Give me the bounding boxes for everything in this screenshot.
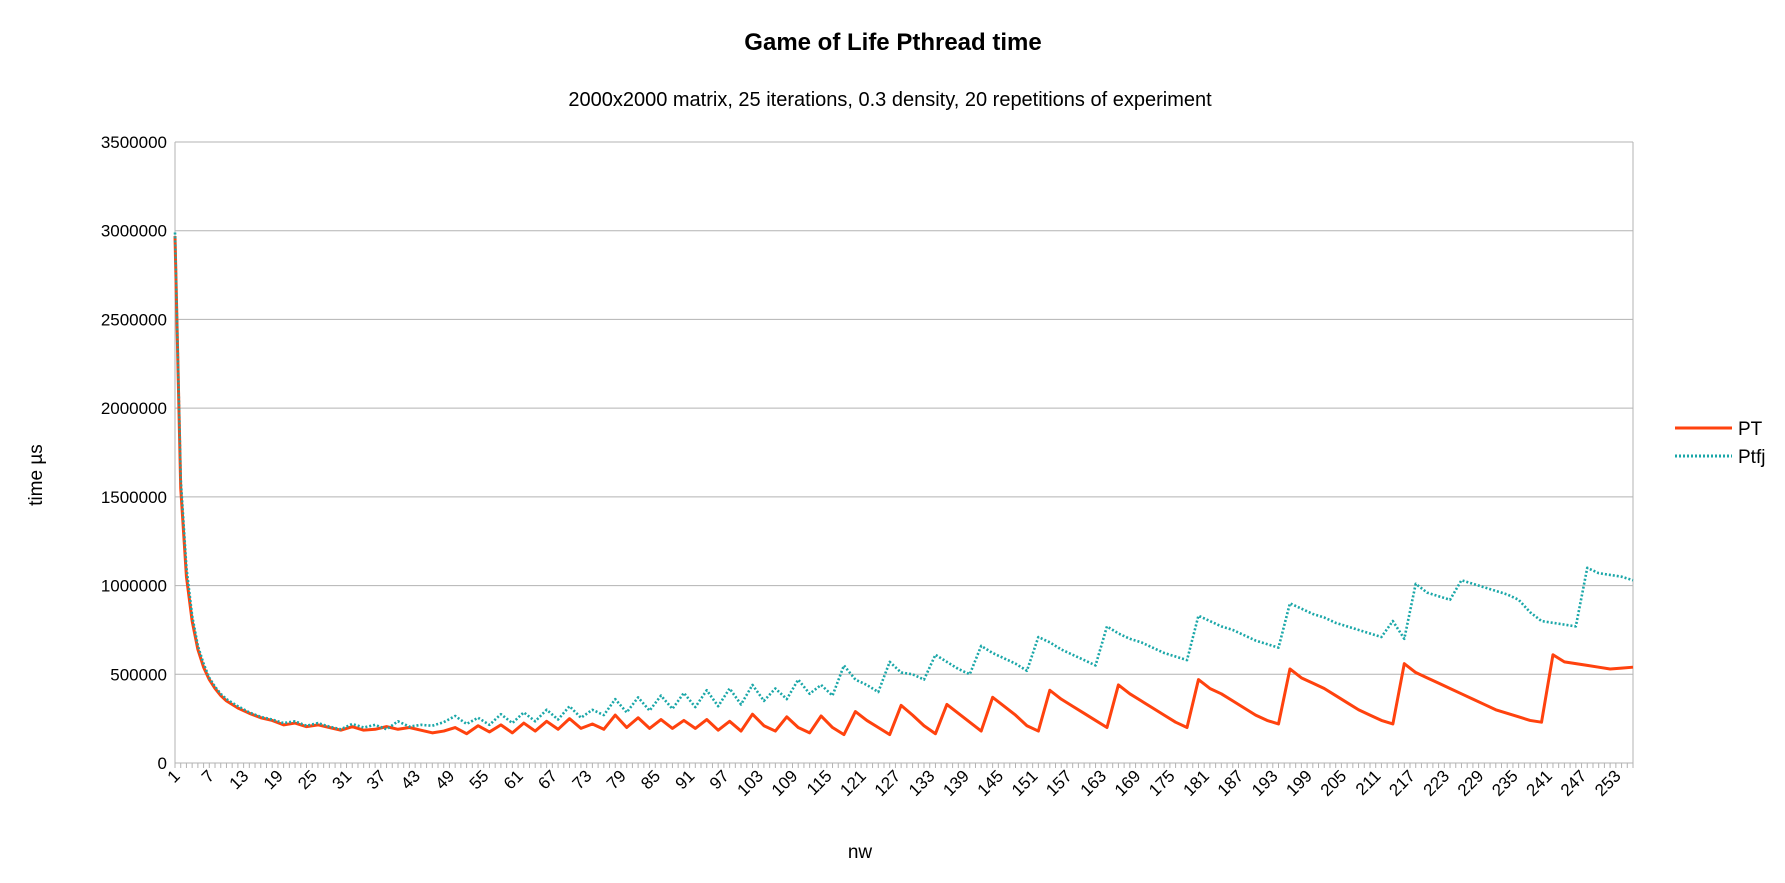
x-tick-label: 235	[1488, 766, 1521, 799]
y-axis-label: time µs	[26, 444, 47, 506]
x-tick-label: 85	[637, 766, 664, 793]
x-tick-label: 175	[1145, 766, 1178, 799]
x-tick-label: 187	[1214, 766, 1247, 799]
x-tick-label: 127	[871, 766, 904, 799]
y-tick-label: 2500000	[101, 310, 167, 329]
x-tick-label: 7	[198, 766, 218, 786]
x-tick-label: 103	[734, 766, 767, 799]
x-tick-label: 193	[1248, 766, 1281, 799]
x-tick-label: 19	[260, 766, 287, 793]
legend: PT Ptfj	[1675, 419, 1765, 468]
y-axis-ticks: 0 500000 1000000 1500000 2000000 2500000 30000…	[101, 133, 167, 773]
x-tick-label: 253	[1591, 766, 1624, 799]
x-tick-label: 205	[1317, 766, 1350, 799]
x-tick-label: 163	[1077, 766, 1110, 799]
x-tick-label: 1	[164, 766, 184, 786]
x-tick-label: 67	[534, 766, 561, 793]
x-tick-label: 13	[226, 766, 253, 793]
chart-subtitle: 2000x2000 matrix, 25 iterations, 0.3 den…	[568, 89, 1212, 111]
series-lines	[173, 232, 1634, 737]
x-tick-label: 247	[1557, 766, 1590, 799]
y-tick-label: 2000000	[101, 399, 167, 418]
legend-label-pt: PT	[1738, 419, 1763, 440]
y-tick-label: 3000000	[101, 222, 167, 241]
x-tick-label: 181	[1180, 766, 1213, 799]
x-tick-label: 229	[1454, 766, 1487, 799]
x-tick-label: 61	[500, 766, 527, 793]
chart-title: Game of Life Pthread time	[744, 29, 1041, 56]
x-tick-label: 49	[431, 766, 458, 793]
x-tick-label: 37	[363, 766, 390, 793]
x-tick-label: 157	[1042, 766, 1075, 799]
series-line-pt	[173, 236, 1634, 737]
grid-lines	[174, 141, 1634, 764]
x-tick-label: 211	[1352, 766, 1385, 799]
x-tick-label: 55	[466, 766, 493, 793]
x-tick-label: 73	[569, 766, 596, 793]
x-tick-label: 223	[1420, 766, 1453, 799]
x-tick-label: 79	[603, 766, 630, 793]
y-tick-label: 0	[158, 754, 167, 773]
y-tick-label: 1500000	[101, 488, 167, 507]
x-tick-label: 133	[905, 766, 938, 799]
x-tick-label: 31	[329, 766, 356, 793]
x-tick-label: 91	[672, 766, 699, 793]
y-tick-label: 3500000	[101, 133, 167, 152]
x-tick-label: 217	[1385, 766, 1418, 799]
x-tick-label: 151	[1008, 766, 1041, 799]
x-tick-label: 25	[294, 766, 321, 793]
x-tick-label: 199	[1282, 766, 1315, 799]
x-tick-label: 121	[836, 766, 869, 799]
x-tick-label: 241	[1523, 766, 1556, 799]
series-line-ptfj	[173, 232, 1634, 731]
x-tick-label: 139	[939, 766, 972, 799]
y-tick-label: 500000	[110, 665, 167, 684]
y-tick-label: 1000000	[101, 577, 167, 596]
x-tick-label: 97	[706, 766, 733, 793]
x-axis-ticks: 1 7 13 19 25 31 37 43 49 55 61 67 73 79 85 91 97 103 109 11…	[164, 763, 1634, 800]
x-tick-label: 43	[397, 766, 424, 793]
x-tick-label: 169	[1111, 766, 1144, 799]
x-tick-label: 115	[803, 766, 836, 799]
legend-label-ptfj: Ptfj	[1738, 447, 1765, 468]
x-tick-label: 145	[974, 766, 1007, 799]
x-axis-label: nw	[848, 842, 873, 863]
x-tick-label: 109	[768, 766, 801, 799]
